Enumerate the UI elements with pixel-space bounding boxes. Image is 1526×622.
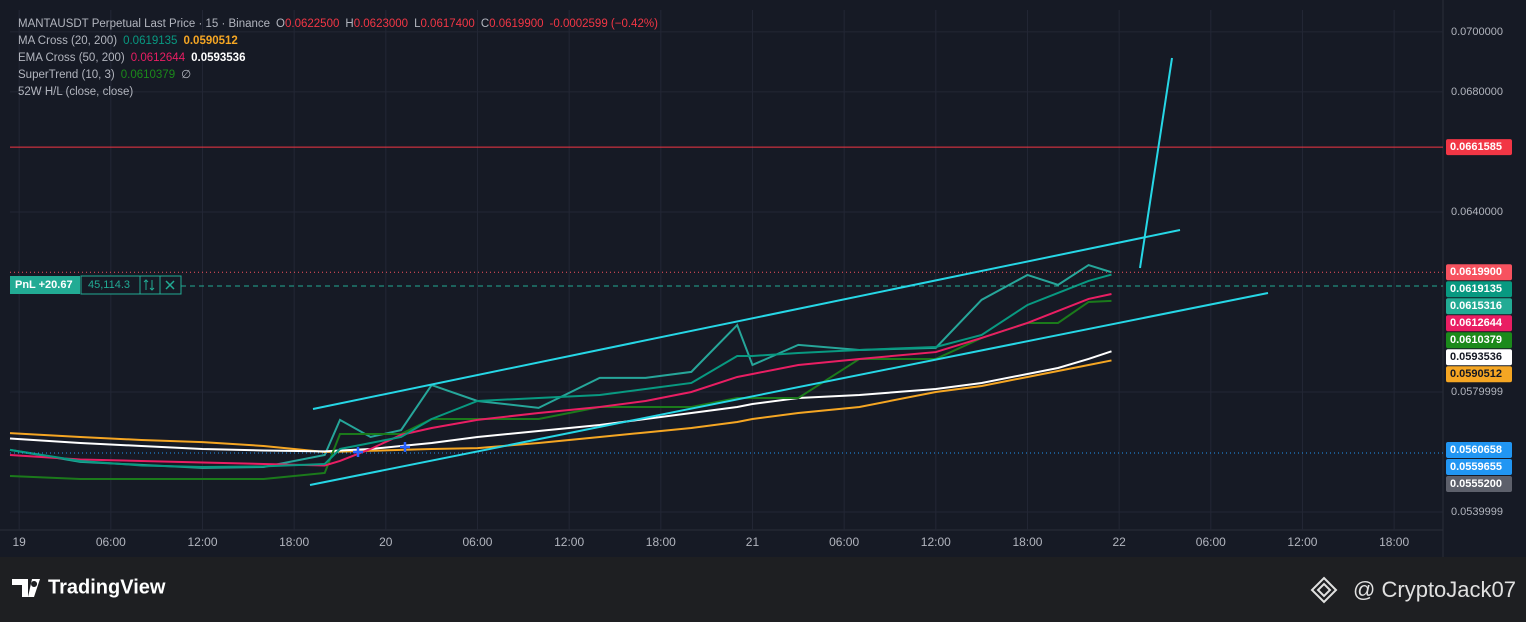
channel-lower [309, 292, 1269, 486]
price-label-box [1446, 349, 1512, 366]
price-label: 0.0560658 [1450, 444, 1502, 456]
price-label: 0.0555200 [1450, 478, 1502, 490]
binance-logo [1310, 576, 1338, 604]
x-tick-label: 12:00 [187, 535, 217, 549]
price-label-box [1446, 264, 1512, 281]
price-label: 0.0661585 [1450, 141, 1502, 153]
x-tick-label: 21 [746, 535, 760, 549]
y-tick-label: 0.0640000 [1451, 206, 1503, 218]
price-label-box [1446, 459, 1512, 476]
plot [9, 146, 1443, 480]
x-tick-label: 12:00 [554, 535, 584, 549]
brand-logo [12, 579, 40, 597]
line-series [9, 293, 1112, 467]
symbol: MANTAUSDT Perpetual Last Price · 15 · Bi… [18, 18, 658, 30]
pnl-box [10, 276, 80, 294]
price-label-box [1446, 366, 1512, 383]
price-label-box [1446, 281, 1512, 298]
qty: 45,114.3 [88, 279, 130, 291]
x-tick-label: 06:00 [1196, 535, 1226, 549]
price-label: 0.0593536 [1450, 351, 1502, 363]
x-tick-label: 12:00 [921, 535, 951, 549]
position-box: PnL +20.67 45,114.3 [10, 275, 182, 295]
indicator: MA Cross (20, 200) 0.0619135 0.0590512 [18, 35, 238, 47]
price-label-box [1446, 139, 1512, 156]
x-tick-label: 18:00 [1012, 535, 1042, 549]
line-series [9, 350, 1112, 453]
price-label: 0.0590512 [1450, 368, 1502, 380]
price-label-box [1446, 442, 1512, 459]
x-tick-label: 18:00 [646, 535, 676, 549]
price-label: 0.0612644 [1450, 317, 1503, 329]
y-tick-label: 0.0700000 [1451, 26, 1503, 38]
drawings [309, 57, 1269, 486]
indicator: SuperTrend (10, 3) 0.0610379 ∅ [18, 69, 191, 81]
target-line [1139, 57, 1173, 269]
price-label-box [1446, 476, 1512, 493]
x-tick-label: 06:00 [96, 535, 126, 549]
price-label: 0.0610379 [1450, 334, 1502, 346]
x-tick-label: 12:00 [1287, 535, 1317, 549]
chart-background [0, 0, 1526, 557]
price-label: 0.0559655 [1450, 461, 1502, 473]
markers [353, 442, 410, 457]
grid [10, 10, 1443, 530]
x-tick-label: 19 [12, 535, 26, 549]
y-tick-label: 0.0539999 [1451, 506, 1503, 518]
pnl: PnL +20.67 [15, 279, 73, 291]
footer: TradingView @ CryptoJack07 [12, 576, 1516, 604]
qty-box [80, 275, 182, 295]
channel-upper [312, 229, 1181, 410]
footer-background [0, 557, 1526, 617]
indicator: EMA Cross (50, 200) 0.0612644 0.0593536 [18, 52, 245, 64]
reverse-icon[interactable] [143, 279, 155, 291]
y-tick-label: 0.0579999 [1451, 386, 1503, 398]
legend: MANTAUSDT Perpetual Last Price · 15 · Bi… [18, 18, 658, 98]
x-tick-label: 18:00 [279, 535, 309, 549]
line-series [9, 273, 1112, 468]
line-series [9, 359, 1112, 453]
author: @ CryptoJack07 [1353, 577, 1516, 602]
x-tick-label: 18:00 [1379, 535, 1409, 549]
x-tick-label: 06:00 [829, 535, 859, 549]
price-label-box [1446, 332, 1512, 349]
x-tick-label: 22 [1112, 535, 1126, 549]
indicator: 52W H/L (close, close) [18, 86, 133, 98]
price-label-box [1446, 315, 1512, 332]
axis: 0.0700000 0.0680000 0.0640000 0.0579999 0.05… [12, 26, 1512, 549]
price-label: 0.0619900 [1450, 266, 1502, 278]
close-icon[interactable] [165, 280, 175, 290]
brand: TradingView [48, 576, 166, 598]
price-label-box [1446, 298, 1512, 315]
y-tick-label: 0.0680000 [1451, 86, 1503, 98]
price-label: 0.0615316 [1450, 300, 1502, 312]
price-label: 0.0619135 [1450, 283, 1502, 295]
x-tick-label: 20 [379, 535, 393, 549]
x-tick-label: 06:00 [462, 535, 492, 549]
